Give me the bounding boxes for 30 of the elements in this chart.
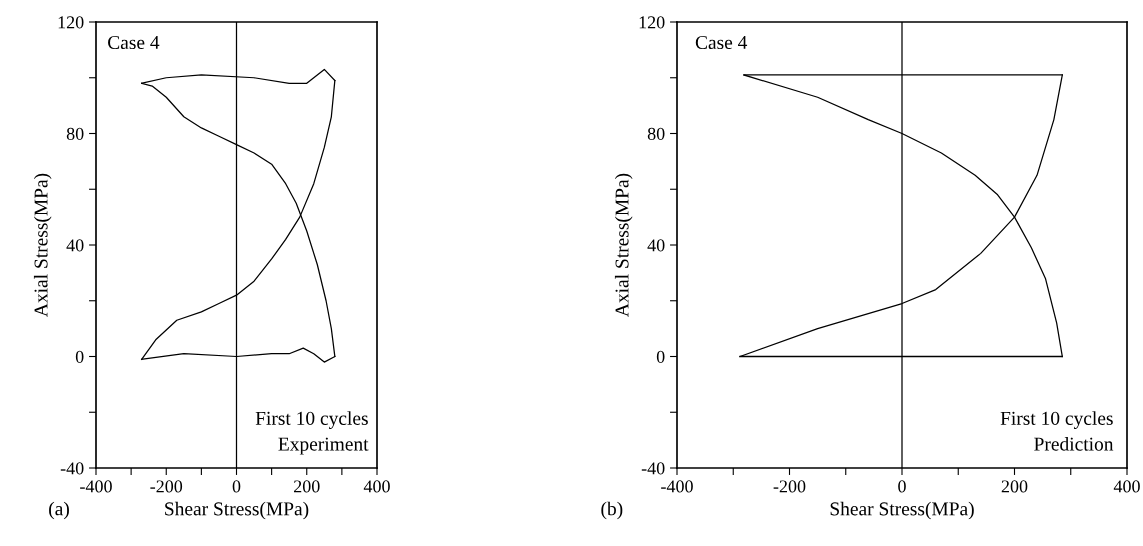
annotation: Case 4: [108, 36, 160, 50]
text: (b): [601, 501, 623, 520]
x-tick-label: 200: [1001, 480, 1028, 493]
y-tick-label: 80: [66, 127, 84, 140]
y-tick-label: 0: [656, 350, 665, 363]
y-tick-label: 120: [639, 16, 665, 29]
x-axis-title: Shear Stress(MPa): [165, 501, 309, 520]
x-tick-label: -400: [661, 480, 693, 493]
y-tick-label: 120: [58, 16, 84, 29]
annotation: First 10 cycles Prediction: [1000, 411, 1114, 451]
x-tick-label: 0: [898, 480, 906, 493]
x-tick-label: 0: [232, 480, 241, 493]
x-tick-label: 400: [363, 480, 390, 493]
x-tick-label: 400: [1113, 480, 1140, 493]
x-tick-label: -200: [773, 480, 806, 493]
x-tick-label: -400: [80, 480, 112, 493]
y-axis-title: Axial Stress(MPa): [614, 173, 633, 317]
y-tick-label: 40: [66, 239, 84, 252]
x-tick-label: 200: [294, 480, 320, 493]
annotation: First 10 cycles Experiment: [255, 411, 369, 455]
y-tick-label: 0: [75, 350, 84, 363]
annotation: Case 4: [695, 36, 748, 50]
y-tick-label: -40: [641, 462, 665, 475]
x-tick-label: -200: [150, 480, 183, 493]
y-axis-title: Axial Stress(MPa): [33, 173, 52, 317]
x-axis-title: Shear Stress(MPa): [830, 501, 974, 520]
y-tick-label: 40: [647, 239, 665, 252]
y-tick-label: 80: [647, 127, 665, 140]
text: (a): [49, 501, 69, 520]
y-tick-label: -40: [60, 462, 84, 475]
